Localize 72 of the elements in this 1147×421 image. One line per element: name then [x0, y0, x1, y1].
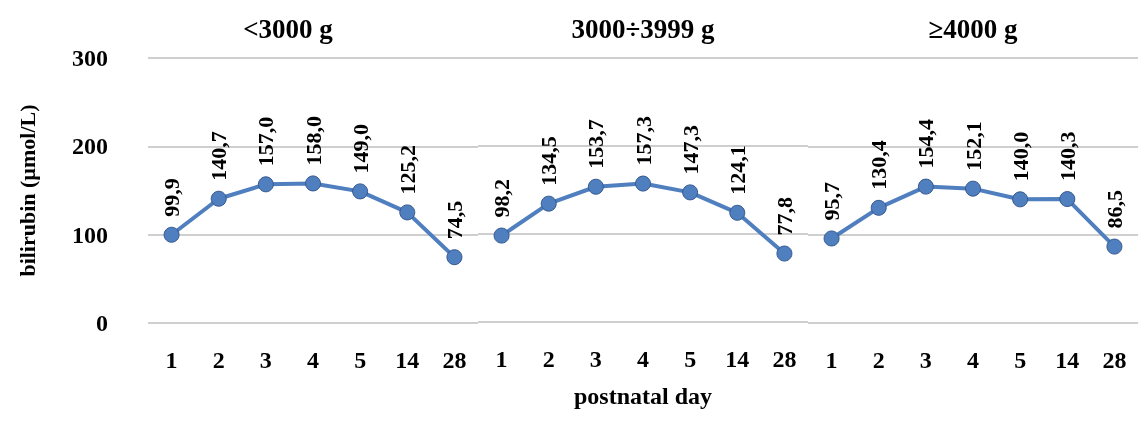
data-label: 147,3: [677, 124, 703, 175]
x-tick-label: 3: [259, 347, 272, 373]
point: [870, 199, 887, 216]
x-tick-label: 3: [919, 347, 932, 373]
data-label: 140,7: [206, 131, 232, 181]
x-tick-label: 14: [725, 346, 750, 372]
data-label: 74,5: [441, 200, 467, 240]
y-tick-label: 200: [72, 133, 108, 160]
x-axis-title: postnatal day: [573, 383, 713, 409]
chart-title: ≥4000 g: [928, 13, 1019, 44]
point: [163, 226, 180, 243]
point: [635, 175, 651, 192]
y-tick-label: 300: [72, 45, 108, 71]
point: [446, 249, 463, 266]
x-tick-label: 5: [354, 347, 367, 373]
data-label: 152,1: [960, 121, 986, 171]
data-label: 140,0: [1007, 131, 1033, 182]
point: [493, 227, 510, 244]
data-label: 95,7: [819, 181, 845, 221]
x-tick-label: 14: [395, 347, 420, 373]
x-tick-label: 1: [495, 346, 508, 372]
data-label: 157,3: [630, 116, 656, 166]
x-tick-label: 28: [772, 346, 797, 372]
chart-title: 3000÷3999 g: [571, 13, 716, 44]
x-tick-label: 2: [212, 347, 225, 373]
data-label: 77,8: [771, 197, 797, 236]
x-tick-label: 28: [442, 347, 467, 373]
point: [776, 245, 793, 262]
point: [540, 195, 557, 212]
point: [682, 184, 699, 201]
point: [1012, 191, 1029, 208]
y-tick-label: 100: [72, 221, 108, 248]
data-label: 154,4: [913, 119, 939, 169]
point: [1059, 191, 1076, 208]
point: [305, 175, 321, 192]
data-label: 149,0: [347, 123, 373, 174]
data-label: 124,1: [724, 145, 750, 195]
chart-title: <3000 g: [243, 13, 334, 44]
x-tick-label: 5: [684, 346, 697, 372]
point: [1106, 238, 1123, 255]
data-label: 125,2: [394, 144, 420, 195]
data-label: 140,3: [1054, 131, 1080, 182]
x-tick-label: 5: [1014, 347, 1027, 373]
data-label: 98,2: [489, 179, 515, 218]
data-label: 130,4: [866, 140, 892, 190]
y-tick-label: 0: [96, 310, 108, 336]
x-tick-label: 14: [1055, 347, 1080, 373]
y-axis-title: bilirubin (µmol/L): [14, 104, 40, 277]
data-label: 153,7: [583, 119, 609, 169]
x-tick-label: 28: [1102, 347, 1127, 373]
point: [729, 204, 746, 221]
data-label: 134,5: [536, 136, 562, 186]
point: [352, 183, 369, 200]
data-label: 158,0: [300, 115, 326, 166]
point: [823, 230, 840, 247]
point: [587, 178, 604, 195]
x-tick-label: 1: [825, 347, 838, 373]
x-tick-label: 2: [872, 347, 885, 373]
x-tick-label: 2: [542, 346, 555, 372]
data-label: 157,0: [253, 116, 279, 167]
point: [257, 176, 274, 193]
data-label: 86,5: [1101, 190, 1127, 229]
point: [210, 190, 227, 207]
x-tick-label: 4: [307, 347, 319, 373]
point: [917, 178, 934, 195]
x-tick-label: 4: [967, 347, 979, 373]
data-label: 99,9: [159, 178, 185, 217]
x-tick-label: 3: [589, 346, 602, 372]
point: [399, 204, 416, 221]
point: [965, 180, 981, 197]
x-tick-label: 1: [165, 347, 178, 373]
x-tick-label: 4: [637, 346, 649, 372]
